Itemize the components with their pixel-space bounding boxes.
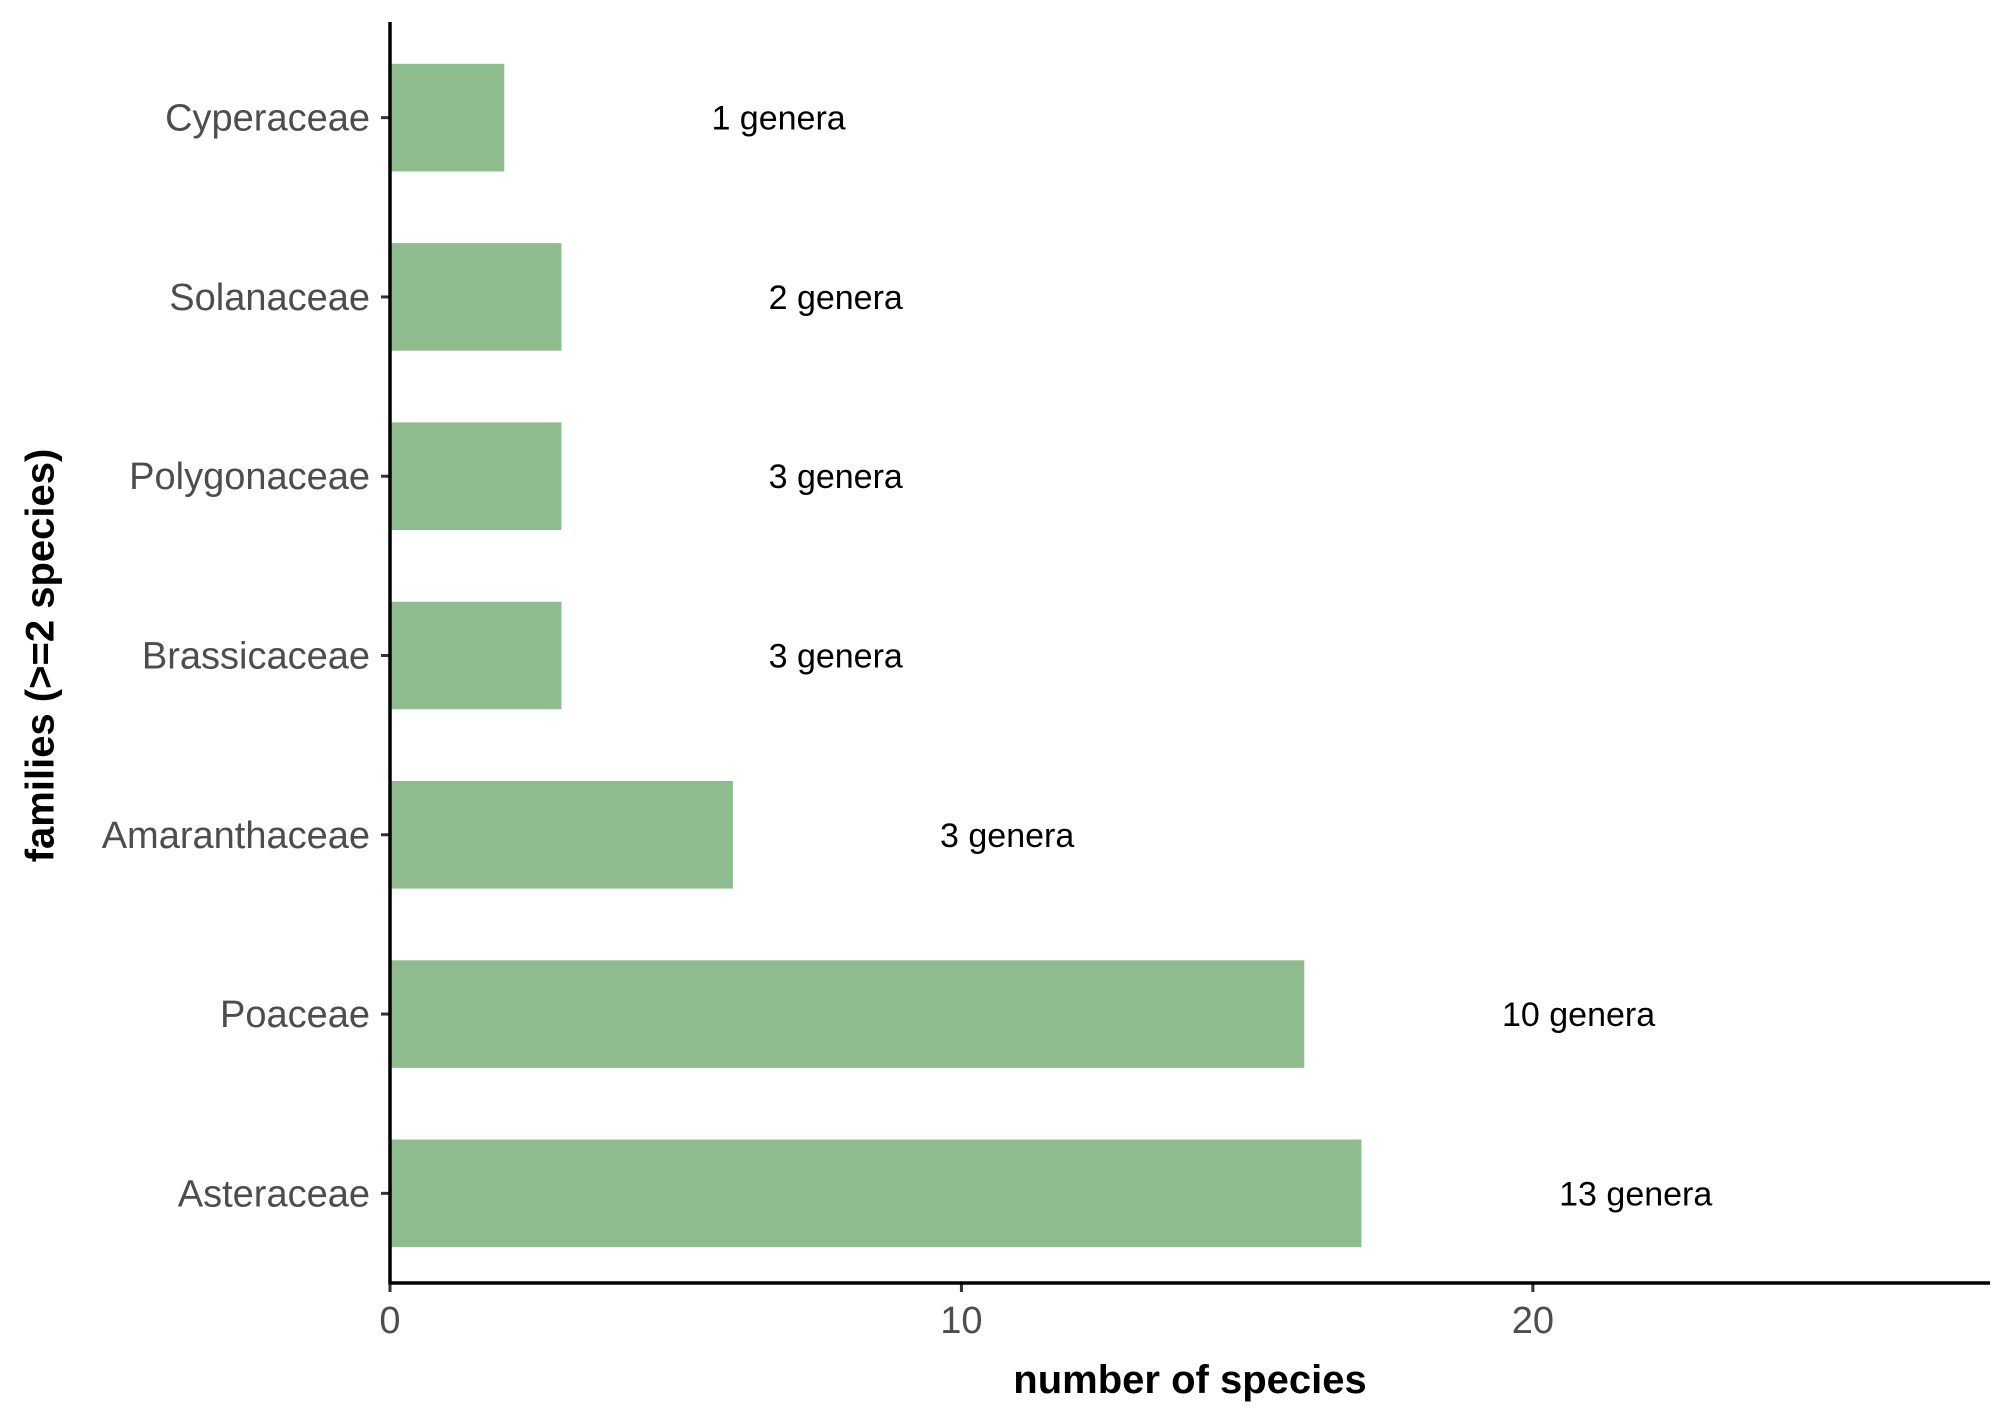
y-tick-label-amaranthaceae: Amaranthaceae: [102, 815, 370, 857]
y-tick-label-solanaceae: Solanaceae: [169, 277, 370, 319]
bar-polygonaceae: [390, 422, 562, 530]
bar-label-poaceae: 10 genera: [1502, 996, 1655, 1034]
bar-label-solanaceae: 2 genera: [769, 279, 903, 317]
bar-labels-group: 13 genera 10 genera 3 genera 3 genera 3 gene…: [711, 100, 1712, 1214]
y-axis-title: families (>=2 species): [19, 449, 63, 863]
y-tick-label-poaceae: Poaceae: [220, 994, 370, 1036]
bar-brassicaceae: [390, 601, 562, 710]
y-axis-ticks: Asteraceae Poaceae Amaranthaceae Brassicace…: [102, 98, 390, 1215]
bars-group: [390, 63, 1362, 1248]
bar-solanaceae: [390, 243, 562, 351]
bar-label-asteraceae: 13 genera: [1559, 1175, 1712, 1213]
x-tick-label-20: 20: [1512, 1300, 1554, 1342]
y-tick-label-polygonaceae: Polygonaceae: [129, 456, 370, 498]
y-tick-label-cyperaceae: Cyperaceae: [165, 98, 370, 140]
bar-asteraceae: [390, 1139, 1362, 1248]
bar-amaranthaceae: [390, 781, 733, 889]
x-tick-label-10: 10: [940, 1300, 982, 1342]
bar-label-brassicaceae: 3 genera: [769, 638, 903, 676]
bar-label-cyperaceae: 1 genera: [711, 100, 845, 138]
y-tick-label-asteraceae: Asteraceae: [178, 1173, 370, 1215]
bar-cyperaceae: [390, 63, 505, 172]
bar-label-amaranthaceae: 3 genera: [940, 817, 1074, 855]
x-tick-label-0: 0: [379, 1300, 400, 1342]
y-tick-label-brassicaceae: Brassicaceae: [142, 636, 370, 678]
bar-label-polygonaceae: 3 genera: [769, 458, 903, 496]
x-axis-ticks: 0 10 20: [379, 1283, 1554, 1342]
x-axis-title: number of species: [1013, 1358, 1366, 1402]
bar-poaceae: [390, 960, 1305, 1068]
